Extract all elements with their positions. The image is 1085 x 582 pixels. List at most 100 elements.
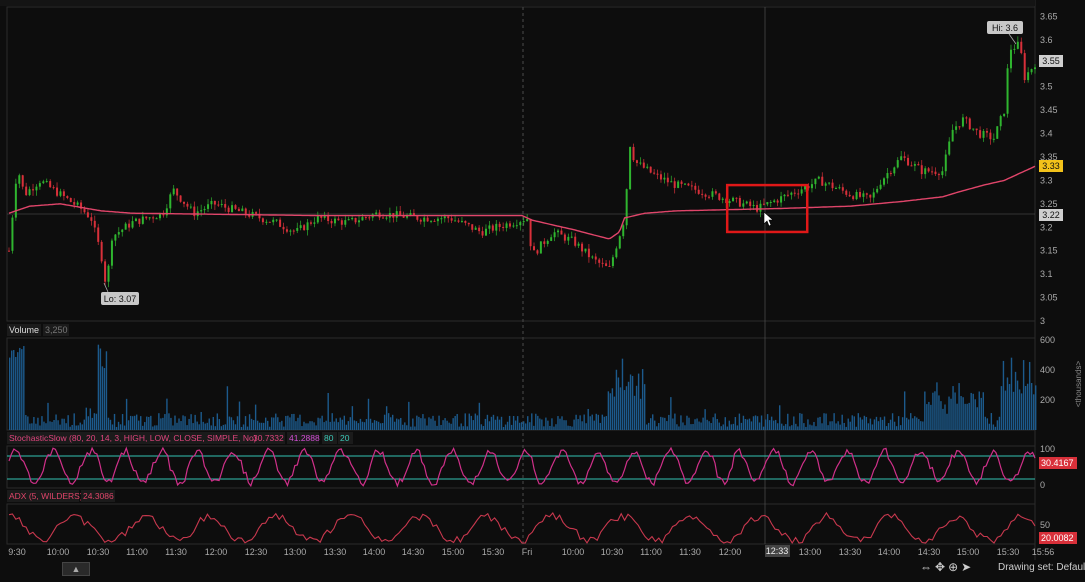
- candle-body: [680, 181, 683, 184]
- volume-bar: [869, 418, 872, 430]
- candle-body: [423, 217, 426, 222]
- volume-bar: [710, 423, 712, 430]
- zoom-icon[interactable]: ⊕: [948, 560, 962, 574]
- volume-bar: [504, 424, 507, 430]
- volume-bar: [625, 386, 628, 430]
- pan-arrows-icon[interactable]: ⇔: [920, 560, 935, 574]
- volume-bar: [311, 421, 313, 430]
- candle-body: [474, 227, 477, 230]
- lo-label: Lo: 3.07: [104, 294, 137, 304]
- price-tick-label: 3.35: [1040, 152, 1058, 162]
- volume-bar: [779, 405, 781, 430]
- panel-frames: [6, 0, 1036, 560]
- candle-body: [735, 197, 738, 199]
- candle-body: [913, 164, 916, 166]
- crosshair-move-icon[interactable]: ✥: [935, 560, 949, 574]
- time-tick-label: 11:00: [126, 547, 148, 557]
- volume-bar: [918, 419, 920, 430]
- volume-bar: [680, 415, 682, 430]
- volume-bar: [553, 426, 555, 430]
- volume-bar: [718, 422, 720, 430]
- volume-bar: [988, 423, 991, 430]
- time-tick-label: 14:30: [918, 547, 941, 557]
- volume-bar: [1006, 377, 1009, 430]
- volume-bar: [23, 346, 25, 430]
- candle-body: [145, 216, 148, 219]
- volume-bar: [750, 421, 753, 430]
- volume-bar: [706, 419, 708, 430]
- candle-body: [464, 220, 467, 223]
- volume-bar: [938, 395, 940, 430]
- volume-bar: [948, 396, 950, 430]
- volume-bar: [369, 418, 372, 430]
- volume-bar: [67, 415, 69, 430]
- volume-bar: [684, 425, 686, 430]
- volume-bar: [123, 425, 126, 430]
- candle-body: [491, 225, 494, 231]
- stochastic-badge: 30.4167: [1041, 458, 1074, 468]
- volume-bar: [488, 421, 491, 430]
- candle-body: [776, 200, 779, 203]
- volume-bar: [875, 416, 878, 430]
- chart-canvas[interactable]: 3.65 3.6 3.55 3.5 3.45 3.4 3.35 3.3 3.25 3.2 3.15 3…: [0, 0, 1085, 560]
- volume-bar: [466, 426, 468, 430]
- volume-bar: [178, 418, 180, 430]
- volume-bar: [107, 417, 110, 430]
- svg-text:12:33: 12:33: [766, 546, 789, 556]
- volume-bar: [516, 416, 519, 430]
- volume-bar: [934, 391, 936, 430]
- volume-bar: [355, 421, 358, 430]
- volume-bar: [172, 425, 174, 430]
- chart-tools[interactable]: ⇔✥⊕➤: [920, 560, 974, 574]
- drawing-set-label[interactable]: Drawing set: Default: [998, 562, 1085, 573]
- candle-body: [817, 176, 820, 179]
- chevron-up-icon: ▲: [71, 564, 81, 574]
- volume-bar: [883, 416, 886, 430]
- candle-body: [972, 128, 975, 130]
- candle-body: [646, 166, 649, 168]
- candle-body: [368, 217, 371, 219]
- candle-body: [306, 222, 309, 231]
- volume-bar: [309, 421, 311, 430]
- candle-body: [759, 203, 762, 212]
- volume-bar: [15, 356, 17, 430]
- volume-bar: [980, 397, 982, 430]
- volume-bar: [224, 424, 227, 430]
- volume-bar: [901, 417, 904, 430]
- volume-bar: [119, 424, 122, 430]
- volume-bar: [563, 420, 565, 430]
- volume-bar: [859, 417, 862, 430]
- volume-bar: [637, 373, 640, 430]
- volume-bar: [101, 366, 104, 430]
- candle-body: [406, 215, 409, 218]
- volume-bar: [109, 419, 112, 430]
- volume-bar: [962, 397, 964, 430]
- volume-bar: [385, 406, 388, 430]
- volume-bar: [379, 423, 382, 430]
- volume-bar: [19, 347, 21, 430]
- volume-bar: [494, 419, 497, 430]
- volume-bar: [714, 413, 716, 430]
- candle-body: [107, 265, 110, 282]
- volume-bar: [37, 417, 39, 430]
- volume-bar: [339, 417, 341, 430]
- pointer-icon[interactable]: ➤: [961, 560, 975, 574]
- volume-bar: [877, 421, 880, 430]
- candle-body: [141, 216, 144, 224]
- volume-bar: [35, 423, 37, 430]
- volume-bar: [547, 420, 549, 430]
- candle-body: [45, 181, 48, 183]
- volume-bar: [702, 417, 704, 430]
- volume-bar: [464, 413, 466, 430]
- volume-bar: [914, 416, 916, 430]
- volume-bar: [829, 421, 831, 430]
- stochastic-overbought: 80: [324, 433, 334, 443]
- volume-bar: [823, 413, 825, 430]
- volume-bar: [176, 422, 178, 430]
- collapse-panel-button[interactable]: ▲: [62, 562, 90, 576]
- candle-body: [924, 168, 927, 175]
- volume-bar: [527, 416, 529, 430]
- volume-bar: [682, 422, 684, 430]
- volume-bar: [611, 388, 614, 430]
